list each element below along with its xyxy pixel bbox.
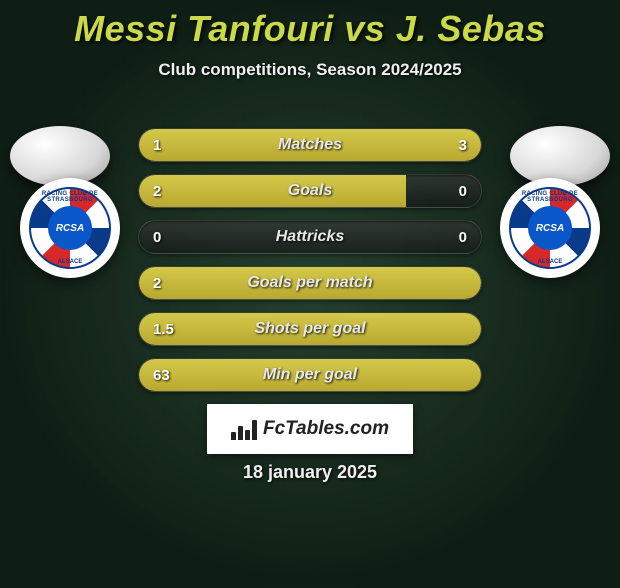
club-ring-bottom-text: ALSACE: [511, 259, 589, 265]
club-badge-right: RACING CLUB DE STRASBOURG RCSA ALSACE: [500, 178, 600, 278]
club-center-text: RCSA: [528, 206, 572, 250]
stat-label: Shots per goal: [139, 313, 481, 345]
stat-value-right: 0: [459, 221, 467, 253]
stat-row-goals-per-match: 2 Goals per match: [138, 266, 482, 300]
subtitle: Club competitions, Season 2024/2025: [0, 60, 620, 80]
club-ring-bottom-text: ALSACE: [31, 259, 109, 265]
stat-label: Goals: [139, 175, 481, 207]
player-avatar-right: [510, 126, 610, 186]
stat-label: Hattricks: [139, 221, 481, 253]
fctables-label: FcTables.com: [263, 418, 389, 440]
stat-row-min-per-goal: 63 Min per goal: [138, 358, 482, 392]
player-avatar-left: [10, 126, 110, 186]
bar-chart-icon: [231, 418, 257, 440]
stats-container: 1 Matches 3 2 Goals 0 0 Hattricks 0 2 Go…: [138, 128, 482, 404]
stat-label: Min per goal: [139, 359, 481, 391]
club-badge-left: RACING CLUB DE STRASBOURG RCSA ALSACE: [20, 178, 120, 278]
stat-row-matches: 1 Matches 3: [138, 128, 482, 162]
stat-value-right: 3: [459, 129, 467, 161]
stat-label: Matches: [139, 129, 481, 161]
stat-row-shots-per-goal: 1.5 Shots per goal: [138, 312, 482, 346]
stat-row-goals: 2 Goals 0: [138, 174, 482, 208]
fctables-watermark: FcTables.com: [207, 404, 413, 454]
stat-value-right: 0: [459, 175, 467, 207]
club-center-text: RCSA: [48, 206, 92, 250]
club-ring-top-text: RACING CLUB DE STRASBOURG: [511, 191, 589, 203]
date-label: 18 january 2025: [0, 462, 620, 483]
stat-label: Goals per match: [139, 267, 481, 299]
stat-row-hattricks: 0 Hattricks 0: [138, 220, 482, 254]
club-ring-top-text: RACING CLUB DE STRASBOURG: [31, 191, 109, 203]
page-title: Messi Tanfouri vs J. Sebas: [0, 8, 620, 50]
